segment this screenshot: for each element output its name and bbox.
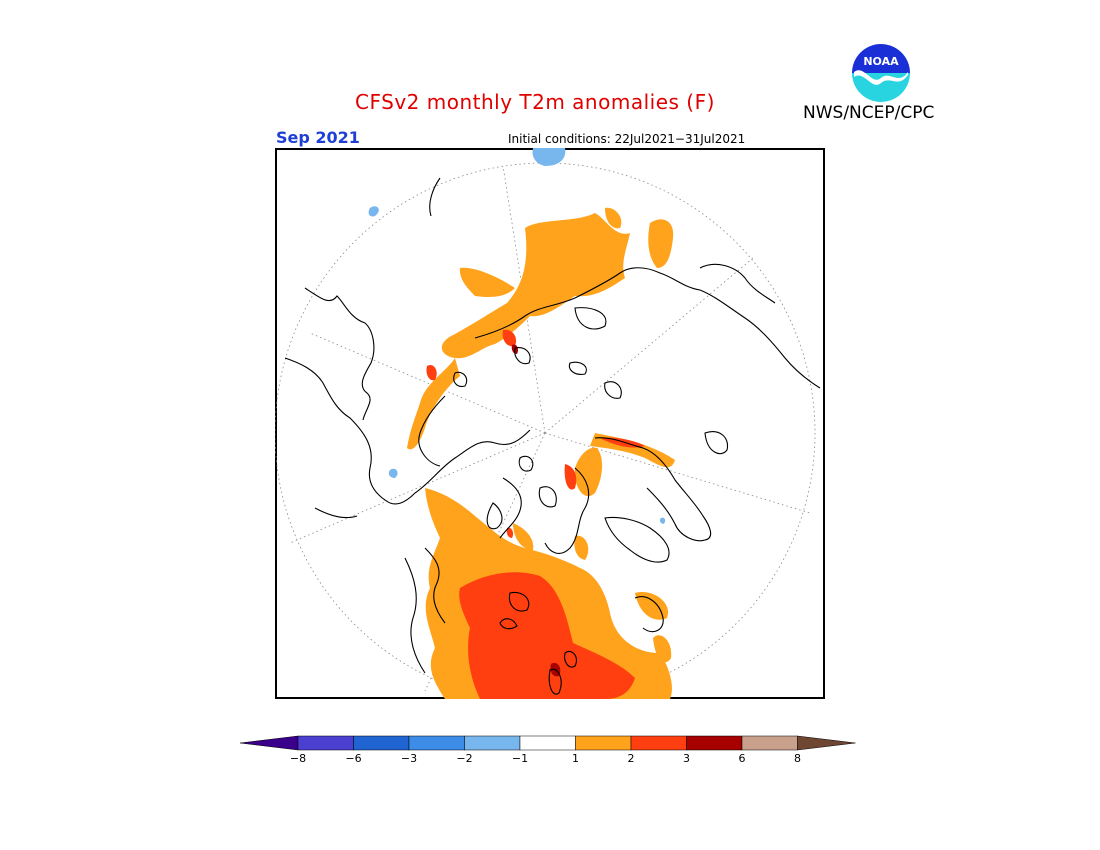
legend-swatch (464, 735, 521, 751)
legend-arrow-low (239, 735, 299, 751)
legend-tick-label: 3 (683, 752, 690, 765)
map-title: CFSv2 monthly T2m anomalies (F) (355, 90, 715, 114)
legend-tick-label: −1 (512, 752, 528, 765)
legend-tick-label: −3 (401, 752, 417, 765)
legend-arrow-high (797, 735, 856, 751)
color-legend: −8 −6 −3 −2 −1 1 2 3 6 8 (239, 735, 856, 765)
coastlines (284, 177, 821, 695)
legend-tick-label: 8 (794, 752, 801, 765)
legend-tick-label: 2 (628, 752, 635, 765)
cool-anomaly-shading (368, 148, 666, 524)
legend-swatch (519, 735, 576, 751)
legend-swatch (575, 735, 632, 751)
strong-warm-anomaly-shading (426, 329, 645, 699)
legend-tick-labels: −8 −6 −3 −2 −1 1 2 3 6 8 (290, 752, 801, 765)
legend-swatch (353, 735, 410, 751)
legend-swatch (630, 735, 687, 751)
polar-map (275, 148, 825, 699)
target-month: Sep 2021 (276, 128, 360, 147)
legend-swatch (686, 735, 743, 751)
legend-swatch (408, 735, 465, 751)
legend-tick-label: −6 (345, 752, 361, 765)
legend-swatch (297, 735, 354, 751)
noaa-logo-icon: NOAA (851, 43, 911, 103)
legend-swatches (239, 735, 856, 751)
initial-conditions: Initial conditions: 22Jul2021−31Jul2021 (508, 132, 746, 146)
organization-label: NWS/NCEP/CPC (803, 103, 935, 123)
legend-tick-label: −8 (290, 752, 306, 765)
legend-tick-label: −2 (456, 752, 472, 765)
legend-tick-label: 6 (739, 752, 746, 765)
legend-swatch (741, 735, 798, 751)
legend-tick-label: 1 (572, 752, 579, 765)
noaa-logo-text: NOAA (863, 55, 899, 68)
